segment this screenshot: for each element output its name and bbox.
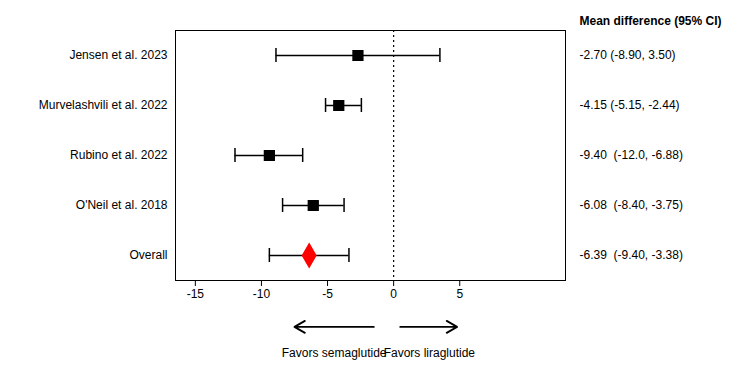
svg-text:5: 5 [456, 287, 463, 301]
svg-text:0: 0 [390, 287, 397, 301]
svg-text:-2.70 (-8.90, 3.50): -2.70 (-8.90, 3.50) [580, 48, 676, 62]
svg-text:-6.08 (-8.40, -3.75): -6.08 (-8.40, -3.75) [580, 198, 683, 212]
svg-text:Favors liraglutide: Favors liraglutide [384, 346, 476, 360]
svg-text:-6.39 (-9.40, -3.38): -6.39 (-9.40, -3.38) [580, 248, 683, 262]
svg-text:Favors semaglutide: Favors semaglutide [282, 346, 387, 360]
svg-text:Mean difference (95% CI): Mean difference (95% CI) [580, 14, 722, 28]
svg-text:-5: -5 [322, 287, 333, 301]
svg-text:Overall: Overall [129, 248, 167, 262]
svg-text:-15: -15 [187, 287, 205, 301]
svg-text:Murvelashvili et al. 2022: Murvelashvili et al. 2022 [39, 98, 168, 112]
svg-text:-10: -10 [253, 287, 271, 301]
svg-text:O'Neil et al. 2018: O'Neil et al. 2018 [76, 198, 168, 212]
svg-text:-9.40 (-12.0, -6.88): -9.40 (-12.0, -6.88) [580, 148, 683, 162]
svg-text:-4.15 (-5.15, -2.44): -4.15 (-5.15, -2.44) [580, 98, 680, 112]
svg-text:Jensen et al. 2023: Jensen et al. 2023 [69, 48, 167, 62]
svg-text:Rubino et al. 2022: Rubino et al. 2022 [70, 148, 168, 162]
